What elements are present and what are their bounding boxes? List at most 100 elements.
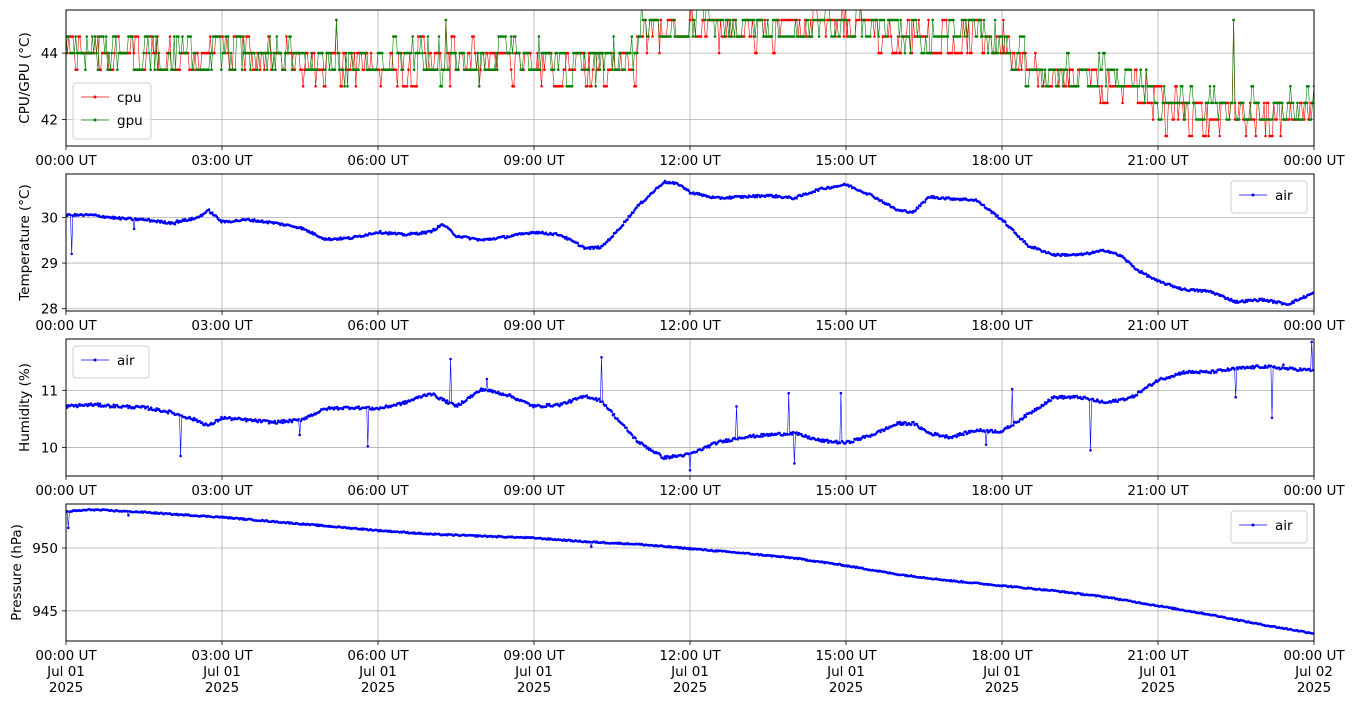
data-point [142, 51, 145, 55]
data-point [477, 85, 481, 88]
data-point [889, 35, 893, 38]
data-point [131, 35, 134, 38]
data-point [1257, 299, 1260, 303]
data-point [946, 35, 950, 38]
data-point [412, 68, 416, 71]
data-point [1287, 118, 1291, 121]
data-point [1193, 101, 1196, 105]
data-point [450, 230, 454, 233]
data-point [66, 406, 69, 409]
data-point [378, 68, 381, 71]
data-point [448, 401, 451, 404]
data-point [875, 18, 879, 22]
data-point [326, 51, 330, 55]
data-point [857, 2, 860, 5]
data-point [453, 35, 456, 38]
data-point [880, 51, 883, 55]
y-tick-label: 42 [41, 112, 58, 128]
data-point [333, 68, 337, 71]
data-point [247, 35, 251, 38]
data-point [179, 51, 183, 55]
data-point [1244, 134, 1248, 138]
data-point [857, 18, 861, 22]
data-point [147, 51, 151, 55]
data-point [494, 51, 498, 55]
x-tick-label: 09:00 UT Jul 01 2025 [503, 648, 565, 696]
data-point [1100, 68, 1104, 71]
data-point [611, 234, 615, 238]
data-point [812, 2, 815, 5]
data-point [996, 51, 1000, 55]
data-point [647, 35, 650, 38]
data-point [832, 35, 836, 38]
data-point [961, 18, 965, 22]
data-point [168, 51, 172, 55]
data-point [1242, 101, 1245, 105]
data-point [602, 68, 606, 71]
data-point [558, 404, 561, 408]
data-point [649, 447, 652, 451]
data-point [631, 68, 635, 71]
data-point [849, 184, 853, 188]
data-point [362, 68, 366, 71]
data-point [880, 199, 883, 202]
data-point [437, 35, 441, 38]
data-point [1294, 118, 1298, 121]
data-point [1251, 85, 1255, 88]
data-point [579, 51, 582, 55]
data-point [659, 18, 663, 22]
data-point [923, 51, 926, 55]
y-tick-label: 28 [41, 302, 58, 318]
data-point [903, 51, 907, 55]
data-point [193, 51, 197, 55]
temperature-panel: 00:00 UT 03:00 UT 06:00 UT 09:00 UT 12:00 UT… [17, 173, 1345, 334]
data-point [1135, 394, 1139, 397]
data-point [576, 241, 579, 245]
data-point [394, 35, 398, 38]
data-point [69, 213, 72, 217]
data-point [298, 433, 302, 437]
data-point [71, 35, 75, 38]
data-point [152, 35, 155, 38]
data-point [712, 18, 715, 22]
data-point [67, 526, 70, 530]
data-point [1209, 371, 1213, 375]
data-point [1266, 101, 1270, 105]
data-point [1182, 370, 1185, 373]
data-point [1150, 101, 1154, 105]
data-point [895, 423, 898, 426]
data-point [173, 222, 177, 226]
data-point [282, 418, 286, 422]
data-point [1107, 249, 1110, 253]
data-point [1233, 368, 1236, 371]
data-point [691, 35, 695, 38]
data-point [759, 435, 762, 438]
data-point [1301, 118, 1305, 121]
data-point [1175, 85, 1178, 88]
data-point [819, 438, 822, 442]
data-point [465, 398, 468, 402]
data-point [349, 68, 352, 71]
data-point [982, 203, 986, 207]
data-point [766, 18, 769, 22]
data-point [605, 240, 609, 243]
data-point [824, 35, 828, 38]
data-point [1198, 371, 1201, 375]
data-point [838, 35, 842, 38]
data-point [1005, 427, 1008, 430]
data-point [599, 400, 602, 404]
data-point [630, 35, 634, 38]
data-point [962, 433, 965, 437]
data-point [178, 68, 181, 71]
data-point [825, 2, 828, 5]
data-point [380, 51, 384, 55]
data-point [670, 456, 674, 459]
data-point [952, 18, 955, 22]
data-point [1089, 449, 1092, 452]
data-point [1178, 101, 1181, 105]
data-point [823, 18, 826, 22]
data-point [78, 35, 82, 38]
data-point [369, 51, 373, 55]
data-point [964, 18, 968, 22]
data-point [753, 195, 756, 199]
